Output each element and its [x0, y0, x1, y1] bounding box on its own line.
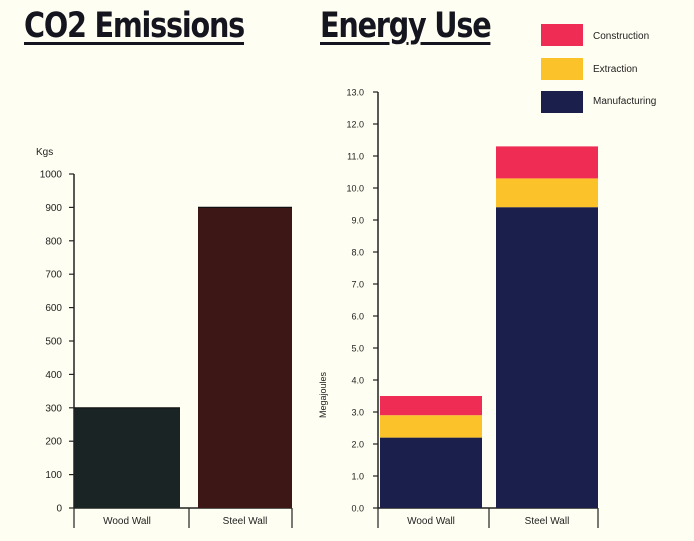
energy-x-tick-label: Wood Wall: [407, 516, 455, 527]
co2-y-tick-label: 800: [45, 236, 62, 247]
energy-y-tick-label: 0.0: [351, 504, 364, 514]
co2-bar-wood-wall: [74, 407, 180, 508]
energy-bar-extraction-wood-wall: [380, 415, 482, 438]
legend-label-construction: Construction: [593, 31, 650, 42]
legend-swatch-extraction: [541, 58, 583, 80]
energy-bar-manufacturing-steel-wall: [496, 207, 598, 508]
co2-y-tick-label: 200: [45, 437, 62, 448]
energy-y-tick-label: 1.0: [351, 472, 364, 482]
legend-label-manufacturing: Manufacturing: [593, 96, 657, 107]
co2-y-tick-label: 0: [56, 504, 62, 515]
co2-chart-title: CO2 Emissions: [24, 6, 245, 46]
energy-bar-construction-wood-wall: [380, 396, 482, 416]
energy-bar-manufacturing-wood-wall: [380, 437, 482, 508]
energy-y-tick-label: 13.0: [346, 88, 364, 98]
energy-chart-title: Energy Use: [320, 6, 492, 46]
energy-bar-extraction-steel-wall: [496, 178, 598, 208]
legend-swatch-construction: [541, 24, 583, 46]
energy-y-tick-label: 7.0: [351, 280, 364, 290]
energy-y-tick-label: 6.0: [351, 312, 364, 322]
energy-y-tick-label: 12.0: [346, 120, 364, 130]
co2-y-tick-label: 1000: [40, 170, 63, 181]
energy-y-tick-label: 5.0: [351, 344, 364, 354]
co2-x-tick-label: Steel Wall: [223, 516, 268, 527]
co2-bar-steel-wall: [198, 207, 292, 508]
legend-swatch-manufacturing: [541, 91, 583, 113]
co2-y-tick-label: 600: [45, 303, 62, 314]
co2-y-tick-label: 300: [45, 403, 62, 414]
energy-y-tick-label: 4.0: [351, 376, 364, 386]
co2-y-tick-label: 700: [45, 270, 62, 281]
energy-y-axis-label: Megajoules: [318, 371, 328, 418]
co2-y-tick-label: 900: [45, 203, 62, 214]
energy-x-tick-label: Steel Wall: [525, 516, 570, 527]
energy-y-tick-label: 11.0: [347, 152, 364, 162]
energy-y-tick-label: 2.0: [351, 440, 364, 450]
co2-y-tick-label: 400: [45, 370, 62, 381]
co2-x-tick-label: Wood Wall: [103, 516, 151, 527]
co2-y-tick-label: 100: [45, 470, 62, 481]
energy-bar-construction-steel-wall: [496, 146, 598, 179]
co2-y-axis-label: Kgs: [36, 147, 54, 158]
energy-y-tick-label: 10.0: [346, 184, 364, 194]
co2-y-tick-label: 500: [45, 337, 62, 348]
legend-label-extraction: Extraction: [593, 64, 638, 75]
energy-y-tick-label: 9.0: [351, 216, 364, 226]
energy-y-tick-label: 8.0: [351, 248, 364, 258]
energy-y-tick-label: 3.0: [351, 408, 364, 418]
